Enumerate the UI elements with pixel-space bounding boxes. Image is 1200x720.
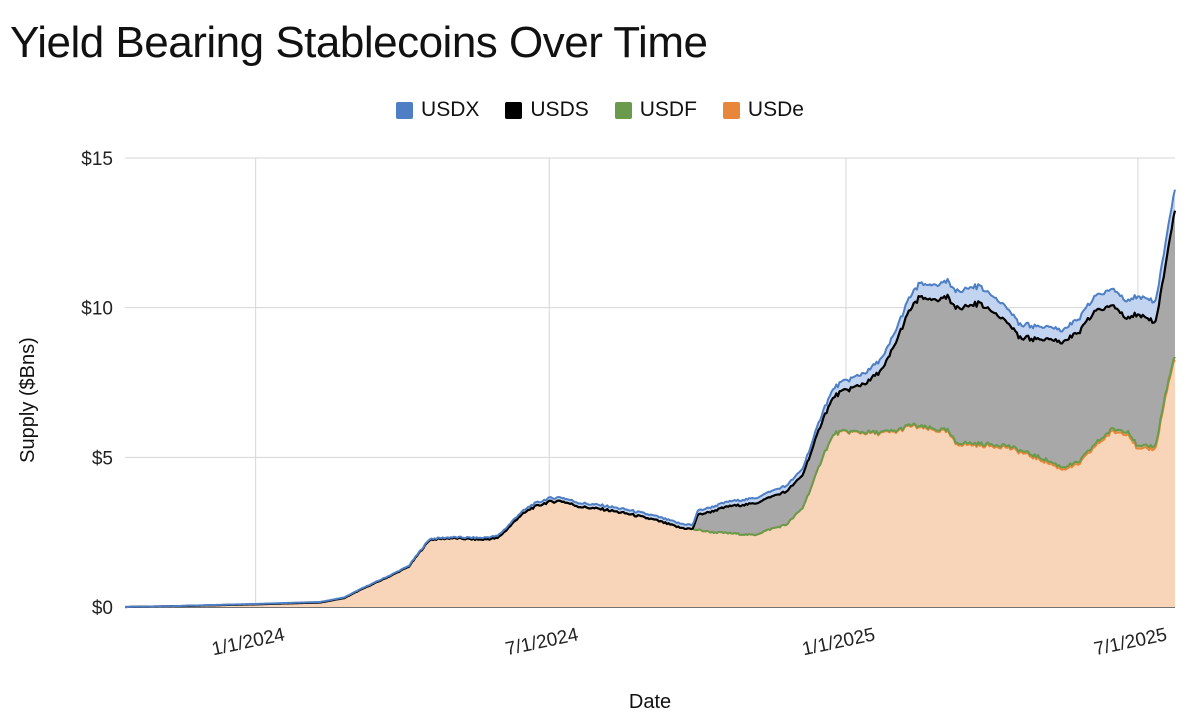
legend-swatch <box>396 101 414 119</box>
legend-item-usdx[interactable]: USDX <box>396 98 479 122</box>
legend-label: USDX <box>421 98 480 121</box>
legend-item-usds[interactable]: USDS <box>505 98 589 122</box>
stacked-areas <box>125 189 1175 607</box>
line-usdx <box>124 189 1176 608</box>
x-tick-label: 1/1/2025 <box>800 624 877 660</box>
legend-label: USDe <box>747 98 804 121</box>
legend-swatch <box>614 101 632 119</box>
y-tick-label: $10 <box>81 299 113 320</box>
x-tick-label: 7/1/2025 <box>1092 624 1169 660</box>
y-tick-label: $5 <box>92 448 113 469</box>
y-axis-title: Supply ($Bns) <box>17 337 39 463</box>
y-tick-label: $0 <box>92 598 113 619</box>
legend-item-usdf[interactable]: USDF <box>614 98 697 122</box>
legend-label: USDS <box>530 98 589 121</box>
x-tick-label: 1/1/2024 <box>210 624 287 660</box>
chart-title: Yield Bearing Stablecoins Over Time <box>10 18 708 67</box>
x-tick-label: 7/1/2024 <box>504 624 581 660</box>
area-usds <box>125 210 1175 607</box>
series-lines <box>124 189 1177 609</box>
y-tick-label: $15 <box>81 149 113 170</box>
area-usde <box>125 359 1175 607</box>
legend-label: USDF <box>639 98 697 121</box>
legend-swatch <box>505 101 523 119</box>
x-axis-title: Date <box>629 691 671 713</box>
legend-item-usde[interactable]: USDe <box>722 98 804 122</box>
legend-swatch <box>722 101 740 119</box>
chart-legend: USDX USDS USDF USDe <box>0 95 1200 125</box>
